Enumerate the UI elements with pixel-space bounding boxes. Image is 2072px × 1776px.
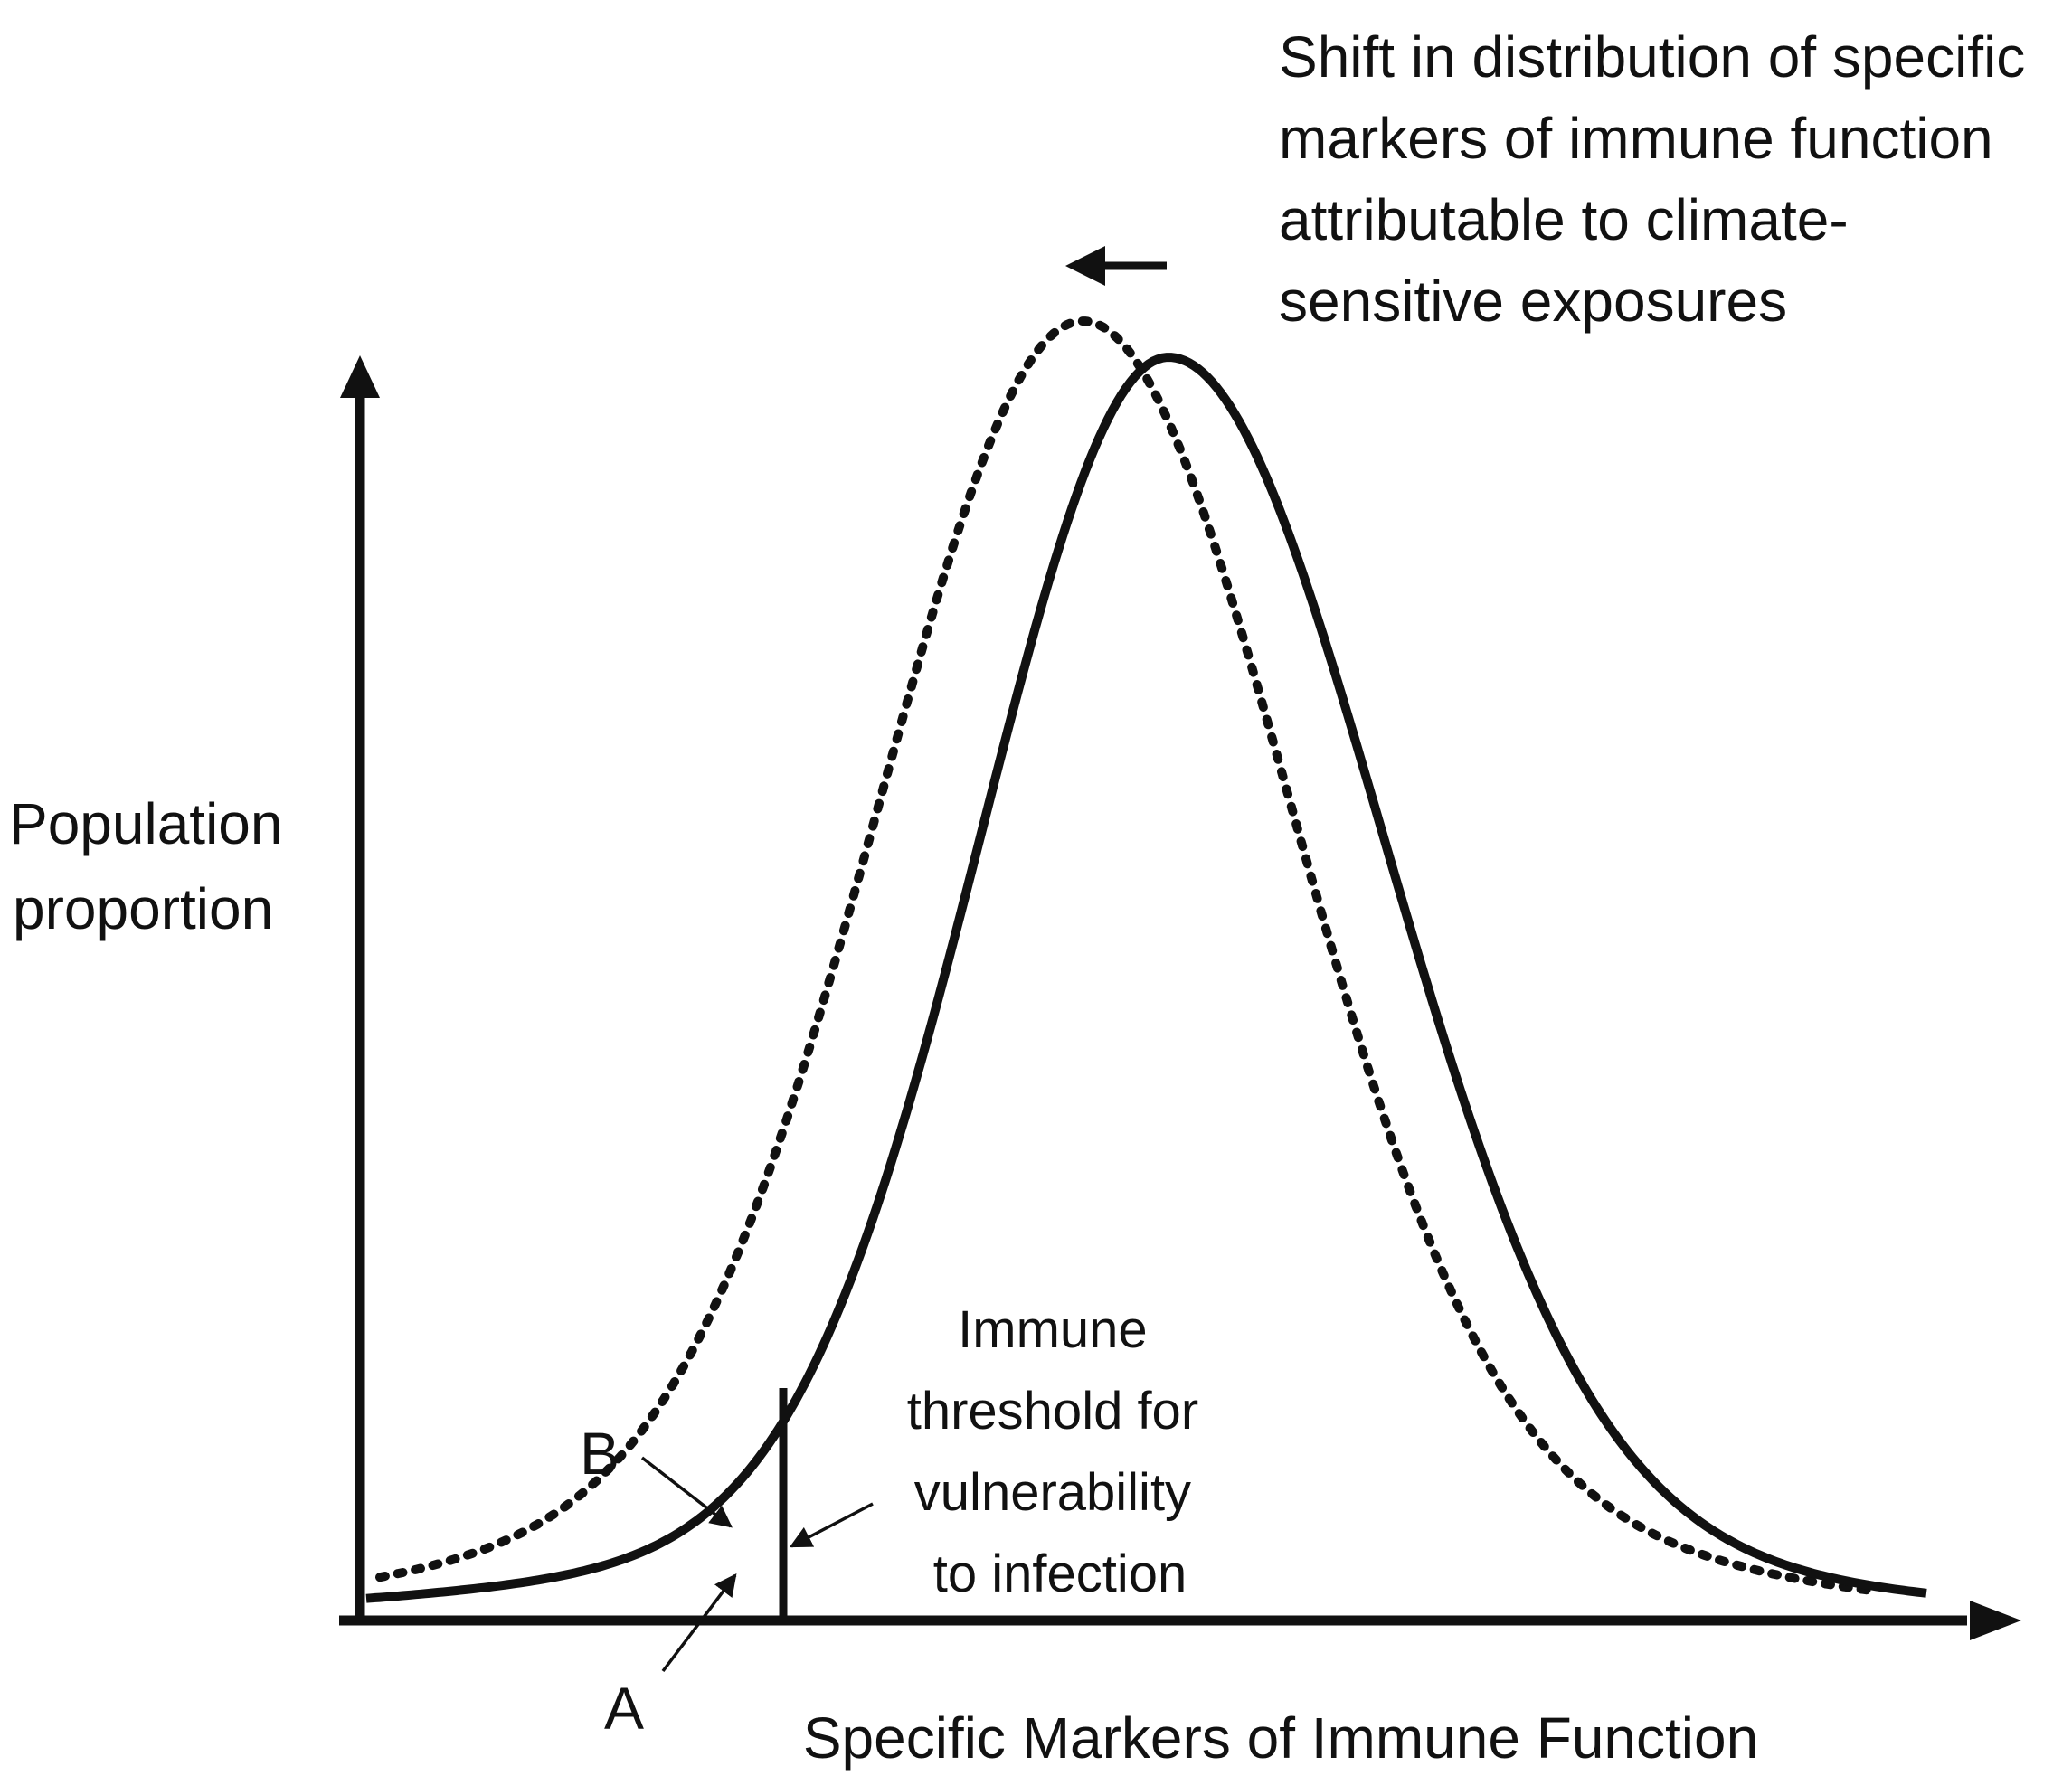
shift-note: Shift in distribution of specific marker… (1279, 24, 2041, 334)
x-axis-label: Specific Markers of Immune Function (803, 1705, 1758, 1771)
shift-note-line: sensitive exposures (1279, 269, 1787, 334)
y-axis-label-line: proportion (13, 876, 273, 941)
shift-arrowhead (1065, 246, 1105, 286)
threshold-note-line: Immune (958, 1300, 1148, 1359)
y-axis-label-line: Population (9, 791, 282, 856)
threshold-note-line: threshold for (907, 1382, 1198, 1441)
shift-note-line: markers of immune function (1279, 106, 1993, 171)
threshold-note: Immune threshold for vulnerability to in… (907, 1300, 1214, 1603)
pointer-a (661, 1573, 737, 1673)
x-axis-arrowhead (1970, 1601, 2021, 1640)
marker-a: A (604, 1675, 644, 1742)
threshold-note-line: to infection (933, 1545, 1187, 1603)
pointer-threshold (789, 1502, 874, 1548)
shift-note-line: Shift in distribution of specific (1279, 24, 2025, 90)
marker-b: B (580, 1420, 620, 1487)
shifted-distribution-curve (375, 316, 1872, 1595)
pointer-b (640, 1456, 733, 1528)
threshold-note-line: vulnerability (914, 1463, 1191, 1522)
y-axis-arrowhead (340, 355, 380, 398)
baseline-distribution-curve (365, 353, 1927, 1603)
shift-note-line: attributable to climate- (1279, 187, 1849, 252)
y-axis-label: Population proportion (9, 791, 298, 941)
